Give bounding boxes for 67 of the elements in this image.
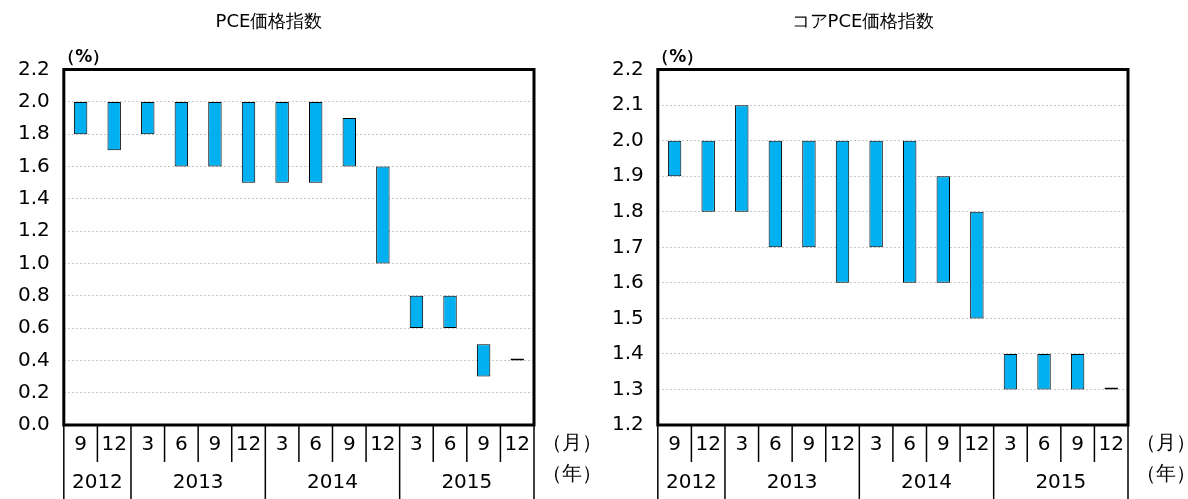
y-tick-label: 1.7 [611,233,644,258]
y-tick-label: 1.2 [17,217,50,242]
y-tick-label: 0.2 [17,378,50,403]
x-tick-label: 3 [410,431,423,456]
y-tick-label: 1.9 [611,162,644,187]
x-tick-label: 3 [735,431,749,456]
x-tick-label: 12 [1098,431,1124,456]
text: 2013 [172,468,224,493]
x-tick-label: 6 [174,431,188,456]
text: （年） [1136,461,1188,486]
y-tick-label: 1.0 [17,249,50,274]
x-tick-label: 9 [668,431,681,456]
x-tick-label: 6 [1037,431,1051,456]
x-tick-label: 9 [208,431,222,456]
y-axis-title: （%） [58,45,110,66]
chart-title: PCE価格指数 [215,10,323,32]
y-tick-label: 1.6 [611,269,644,294]
x-tick-label: 3 [869,431,883,456]
text: 2014 [901,468,952,493]
y-tick-label: 1.8 [611,197,644,222]
y-tick-label: 1.3 [611,375,644,400]
y-tick-label: 2.0 [17,88,50,113]
text: 2015 [441,468,493,493]
text: 2012 [71,468,123,493]
x-tick-label: 12 [101,431,127,456]
y-tick-label: 0.0 [17,411,50,436]
text: 2013 [766,468,818,493]
x-tick-label: 12 [964,431,990,456]
y-tick-label: 2.1 [611,91,644,116]
y-tick-label: 1.4 [17,185,50,210]
y-tick-label: 0.6 [17,314,50,339]
x-tick-label: 12 [829,431,856,456]
y-tick-label: 1.8 [17,120,50,145]
y-tick-label: 1.6 [17,152,50,177]
text: 2012 [665,468,717,493]
y-tick-label: 2.2 [611,55,644,80]
x-tick-label: 12 [504,431,530,456]
y-tick-label: 2.0 [611,126,644,151]
x-tick-label: 12 [370,431,396,456]
y-tick-label: 0.8 [17,281,50,306]
x-tick-label: 12 [695,431,721,456]
text: 2014 [307,468,358,493]
y-tick-label: 1.2 [611,411,644,436]
x-tick-label: 9 [342,431,356,456]
x-tick-label: 3 [275,431,289,456]
text: （月） [1136,429,1188,454]
y-axis-title: （%） [652,45,704,66]
y-tick-label: 1.5 [611,304,644,329]
x-tick-label: 9 [477,431,490,456]
x-tick-label: 6 [768,431,782,456]
chart-title: コアPCE価格指数 [791,10,935,32]
x-tick-label: 9 [1071,431,1084,456]
x-tick-label: 3 [1004,431,1017,456]
x-tick-label: 6 [443,431,457,456]
x-tick-label: 12 [235,431,262,456]
text: 2015 [1035,468,1087,493]
text: （月） [542,429,602,454]
y-tick-label: 2.2 [17,55,50,80]
text: （年） [542,461,602,486]
y-tick-label: 1.4 [611,340,644,365]
x-tick-label: 3 [141,431,155,456]
x-tick-label: 6 [309,431,323,456]
x-tick-label: 9 [74,431,87,456]
x-tick-label: 9 [802,431,816,456]
x-tick-label: 9 [936,431,950,456]
x-tick-label: 6 [903,431,917,456]
y-tick-label: 0.4 [17,346,50,371]
